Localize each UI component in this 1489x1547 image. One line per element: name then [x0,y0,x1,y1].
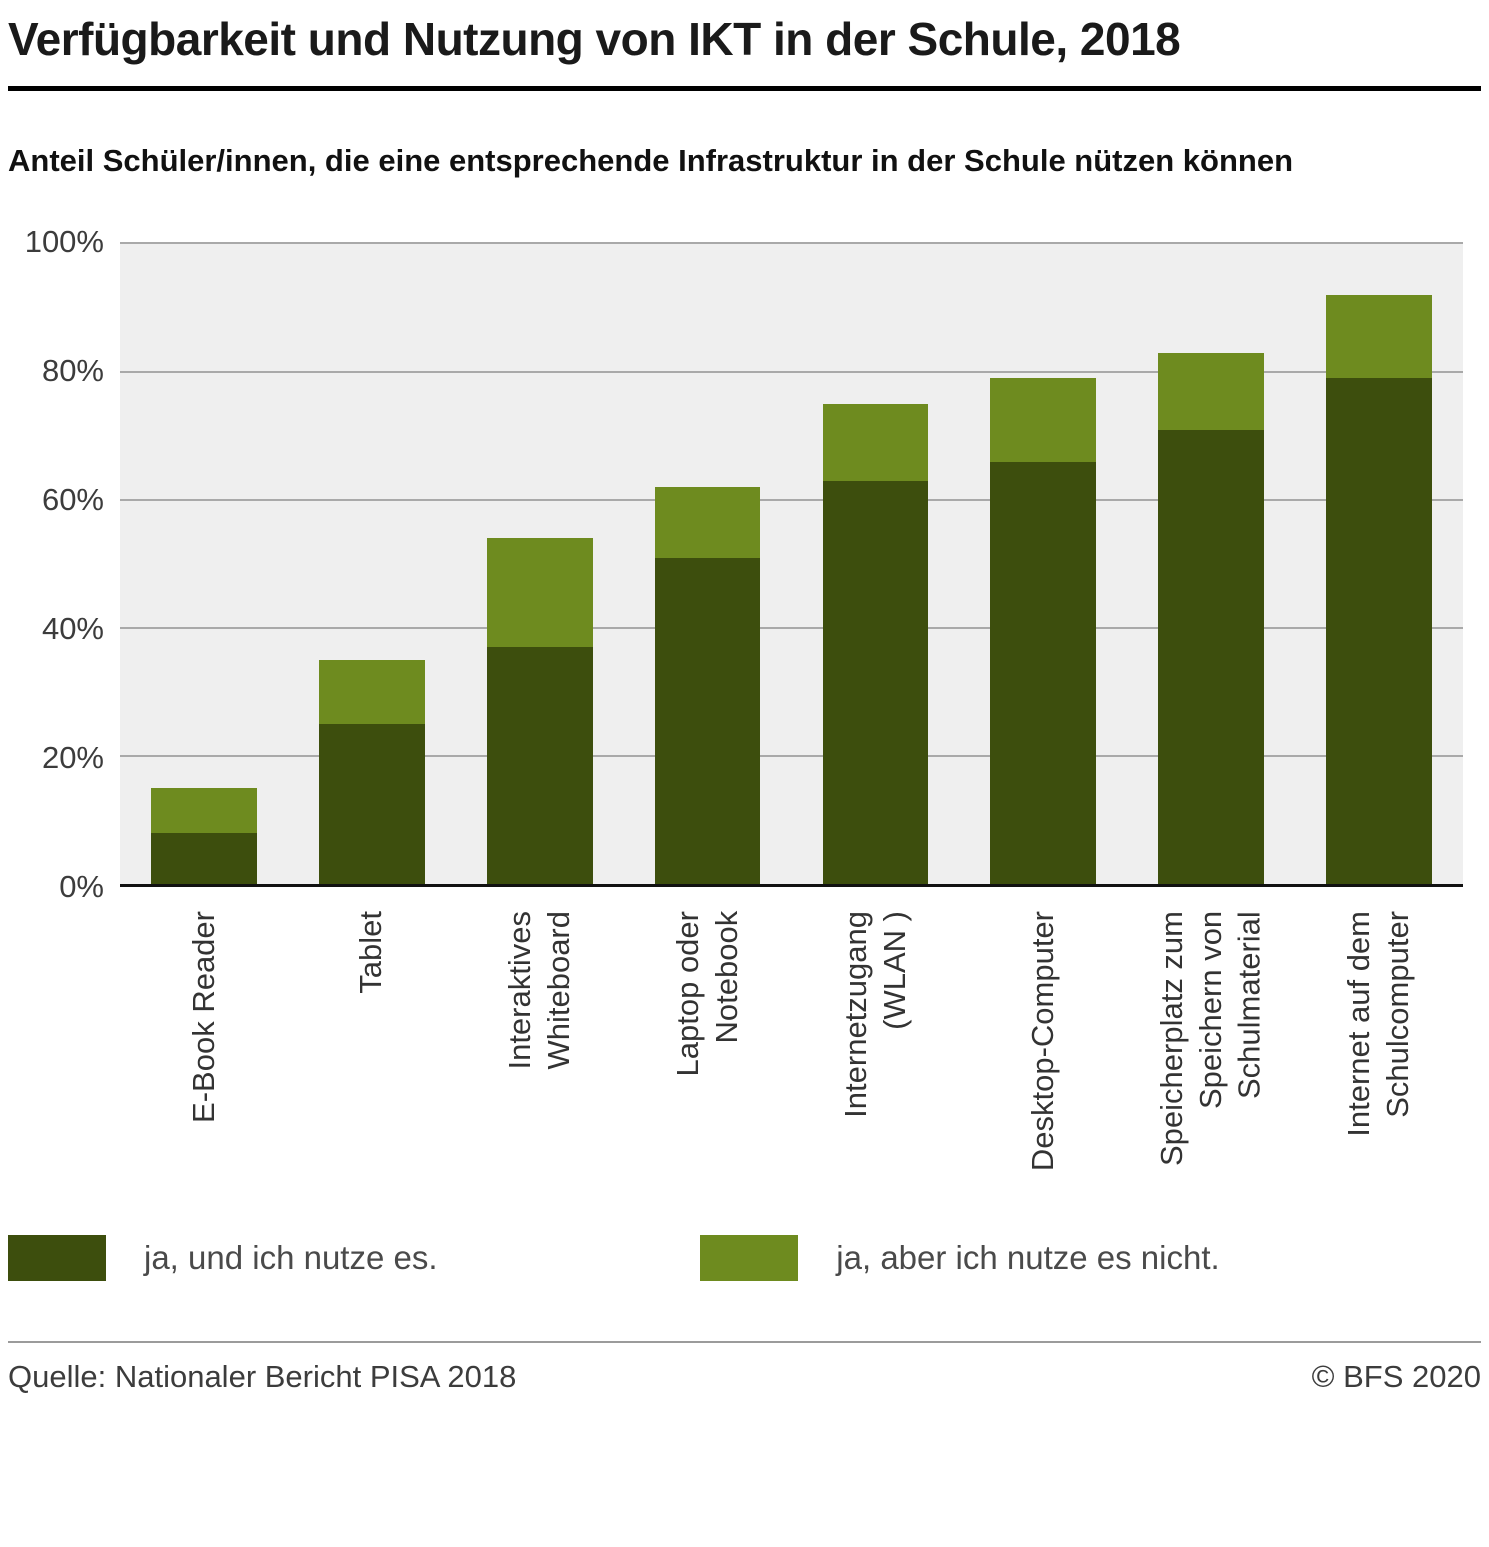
x-axis-label: Tablet [353,910,389,994]
bar-segment-available-not-used [1326,295,1432,379]
bar-segment-available-not-used [486,538,593,648]
x-axis-label: Speicherplatz zum Speichern von Schulmat… [1154,910,1267,1166]
legend-item: ja, und ich nutze es. [8,1235,700,1282]
page-title: Verfügbarkeit und Nutzung von IKT in der… [8,13,1181,65]
x-label-slot: Speicherplatz zum Speichern von Schulmat… [1127,911,1295,1171]
x-axis-label: Internet auf dem Schulcomputer [1341,910,1416,1137]
stacked-bar-7 [1158,352,1265,884]
legend-swatch [8,1235,106,1282]
gridline [120,754,1463,757]
bar-slot [1127,244,1295,884]
bar-segment-available-and-used [1158,429,1265,884]
bar-slot [288,244,456,884]
stacked-bar-6 [990,378,1097,884]
bars-row [120,244,1463,884]
x-label-slot: E-Book Reader [120,911,288,1171]
y-tick-label: 0% [59,868,104,904]
stacked-bar-2 [318,659,425,884]
stacked-bar-4 [654,487,761,884]
bar-segment-available-not-used [990,378,1097,462]
bar-slot [792,244,960,884]
stacked-bar-1 [151,787,257,884]
infographic-page: Verfügbarkeit und Nutzung von IKT in der… [0,12,1489,1415]
y-tick-label: 60% [41,481,104,517]
bar-segment-available-and-used [486,647,593,884]
footer: Quelle: Nationaler Bericht PISA 2018 © B… [8,1343,1481,1415]
x-label-slot: Desktop-Computer [959,911,1127,1171]
chart-subtitle: Anteil Schüler/innen, die eine entsprech… [8,143,1294,178]
x-label-slot: Interaktives Whiteboard [456,911,624,1171]
bar-segment-available-and-used [654,557,761,884]
copyright-note: © BFS 2020 [1311,1359,1481,1395]
x-label-slot: Internetzugang (WLAN ) [792,911,960,1171]
y-tick-label: 20% [41,739,104,775]
legend-label: ja, und ich nutze es. [144,1239,438,1277]
x-label-slot: Tablet [288,911,456,1171]
bar-chart: 0% 20% 40% 60% 80% 100% E-Book Reader Tablet In… [8,224,1463,1171]
legend: ja, und ich nutze es. ja, aber ich nutze … [8,1235,1481,1282]
legend-swatch [700,1235,799,1282]
gridline [120,498,1463,501]
bar-segment-available-not-used [1158,352,1265,430]
bar-slot [624,244,792,884]
x-axis-labels: E-Book Reader Tablet Interaktives Whiteboa… [120,887,1463,1171]
stacked-bar-3 [486,538,593,884]
bar-slot [120,244,288,884]
legend-item: ja, aber ich nutze es nicht. [700,1235,1220,1282]
gridline [120,626,1463,629]
bar-segment-available-not-used [822,403,929,481]
y-tick-label: 40% [41,610,104,646]
bar-segment-available-not-used [318,659,425,724]
bar-segment-available-and-used [318,723,425,884]
legend-label: ja, aber ich nutze es nicht. [836,1239,1220,1277]
gridline [120,370,1463,373]
y-axis: 0% 20% 40% 60% 80% 100% [8,224,120,904]
bar-segment-available-not-used [151,787,257,833]
x-axis-label: E-Book Reader [185,910,221,1123]
bar-slot [1295,244,1463,884]
x-label-slot: Laptop oder Notebook [624,911,792,1171]
bar-segment-available-and-used [990,461,1097,884]
bar-segment-available-not-used [654,487,761,558]
x-axis-label: Desktop-Computer [1024,910,1060,1172]
x-axis-label: Interaktives Whiteboard [501,910,576,1070]
stacked-bar-8 [1326,295,1432,884]
bar-segment-available-and-used [151,832,257,884]
bar-slot [456,244,624,884]
footer-divider [8,1341,1481,1344]
bar-slot [959,244,1127,884]
x-axis-label: Laptop oder Notebook [669,910,744,1077]
x-label-slot: Internet auf dem Schulcomputer [1295,911,1463,1171]
y-tick-label: 80% [41,352,104,388]
y-tick-label: 100% [24,223,104,259]
x-axis-label: Internetzugang (WLAN ) [837,910,912,1118]
stacked-bar-5 [822,403,929,884]
bar-segment-available-and-used [822,480,929,884]
x-axis-spacer [8,887,120,1171]
title-divider [8,86,1481,91]
bar-segment-available-and-used [1326,378,1432,884]
source-note: Quelle: Nationaler Bericht PISA 2018 [8,1359,517,1395]
plot-area [120,241,1463,887]
